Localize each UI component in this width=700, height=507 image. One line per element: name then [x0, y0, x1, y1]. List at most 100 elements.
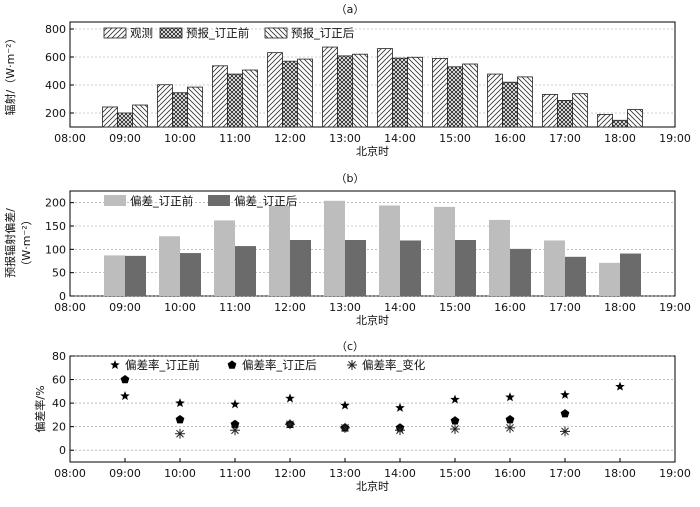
point-c-s2 [175, 428, 185, 439]
asterisk-stroke [506, 423, 514, 432]
y-tick-label: 40 [52, 397, 66, 410]
x-tick-label: 12:00 [274, 467, 306, 480]
point-c-s2 [230, 425, 240, 436]
y-axis-label: （W·m⁻²） [20, 214, 33, 271]
bar-a-s0 [542, 93, 558, 128]
bar-a-s1 [227, 73, 243, 128]
bar-b-s1 [510, 248, 531, 296]
x-tick-label: 12:00 [274, 301, 306, 314]
bar-a-s2 [627, 109, 643, 128]
bar-a-s0 [487, 73, 503, 128]
asterisk-stroke [286, 420, 294, 429]
bar-a-s2 [242, 69, 258, 128]
asterisk-stroke [231, 426, 239, 435]
bar-a-s1 [447, 66, 463, 128]
bar-a-s0 [157, 84, 173, 128]
x-tick-label: 11:00 [219, 467, 251, 480]
point-c-s1 [505, 415, 515, 424]
x-tick-label: 11:00 [219, 301, 251, 314]
asterisk-stroke [561, 427, 569, 436]
point-c-s0 [615, 381, 625, 391]
x-tick-label: 16:00 [494, 132, 526, 145]
bar-a-s0 [212, 65, 228, 128]
y-tick-label: 60 [52, 374, 66, 387]
bar-a-s0 [102, 106, 118, 128]
y-tick-label: 50 [52, 267, 66, 280]
bar-a-s1 [117, 112, 133, 128]
x-tick-label: 10:00 [164, 301, 196, 314]
bar-b-s1 [180, 253, 201, 296]
legend-marker [347, 360, 357, 370]
point-c-s2 [560, 426, 570, 437]
y-tick-label: 20 [52, 421, 66, 434]
bar-b-s1 [345, 240, 366, 296]
legend-swatch [103, 27, 127, 39]
y-tick-label: 0 [59, 444, 66, 457]
chart-panel-a: 200 400 600 800 08:00 09:00 10:00 11:00 12:00 13:… [3, 21, 691, 158]
bar-a-s2 [517, 76, 533, 128]
x-tick-label: 14:00 [384, 132, 416, 145]
legend-swatch [264, 27, 288, 39]
point-c-s0 [395, 402, 405, 412]
point-c-s0 [230, 399, 240, 409]
bar-a-s1 [392, 57, 408, 128]
y-tick-label: 800 [45, 23, 66, 36]
x-tick-label: 12:00 [274, 132, 306, 145]
x-tick-label: 13:00 [329, 301, 361, 314]
x-tick-label: 13:00 [329, 132, 361, 145]
panel-label-c: （c） [336, 340, 364, 353]
bar-b-s1 [235, 246, 256, 296]
bar-a-s2 [297, 58, 313, 128]
bar-a-s1 [612, 119, 628, 128]
y-axis-label: 辐射/（W·m⁻²） [3, 32, 17, 115]
bar-b-s0 [599, 262, 620, 296]
bar-a-s1 [337, 55, 353, 128]
point-c-s1 [175, 415, 185, 424]
legend-label: 偏差率_订正后 [242, 358, 317, 372]
x-tick-label: 17:00 [549, 132, 581, 145]
legend-label: 偏差率_订正前 [125, 358, 200, 372]
bar-b-s0 [489, 219, 510, 296]
x-tick-label: 18:00 [604, 467, 636, 480]
x-tick-label: 14:00 [384, 301, 416, 314]
y-tick-label: 80 [52, 350, 66, 363]
bar-b-s0 [544, 240, 565, 296]
legend-swatch [104, 195, 126, 206]
x-tick-label: 15:00 [439, 301, 471, 314]
point-c-s0 [340, 400, 350, 410]
bar-a-s1 [172, 92, 188, 128]
chart-panel-b: 0 50 100 150 200 08:00 09:00 10:00 11:00 12:00 13:… [3, 190, 691, 327]
point-c-s2 [340, 422, 350, 433]
x-tick-label: 08:00 [54, 132, 86, 145]
point-c-s2 [505, 422, 515, 433]
x-tick-label: 09:00 [109, 467, 141, 480]
bar-a-s2 [462, 63, 478, 128]
plot-frame [69, 21, 676, 128]
x-tick-label: 13:00 [329, 467, 361, 480]
bar-b-s1 [290, 240, 311, 296]
point-c-s2 [395, 425, 405, 436]
asterisk-stroke [176, 429, 184, 438]
x-tick-label: 09:00 [109, 301, 141, 314]
asterisk-stroke [341, 423, 349, 432]
bar-a-s2 [132, 104, 148, 128]
x-tick-label: 08:00 [54, 301, 86, 314]
bar-a-s1 [557, 100, 573, 128]
legend-label: 预报_订正后 [291, 26, 354, 40]
legend-label: 观测 [130, 26, 153, 40]
x-tick-label: 17:00 [549, 301, 581, 314]
bar-a-s2 [407, 56, 423, 128]
bar-b-s1 [620, 253, 641, 296]
asterisk-stroke [396, 426, 404, 435]
x-tick-label: 14:00 [384, 467, 416, 480]
x-tick-label: 19:00 [659, 301, 691, 314]
bar-b-s0 [159, 236, 180, 296]
legend-label: 预报_订正前 [186, 26, 249, 40]
bar-b-s1 [455, 240, 476, 296]
legend-marker [227, 360, 237, 369]
point-c-s0 [560, 389, 570, 399]
y-tick-label: 200 [45, 197, 66, 210]
panel-label-b: （b） [336, 172, 365, 185]
bar-a-s1 [502, 81, 518, 128]
